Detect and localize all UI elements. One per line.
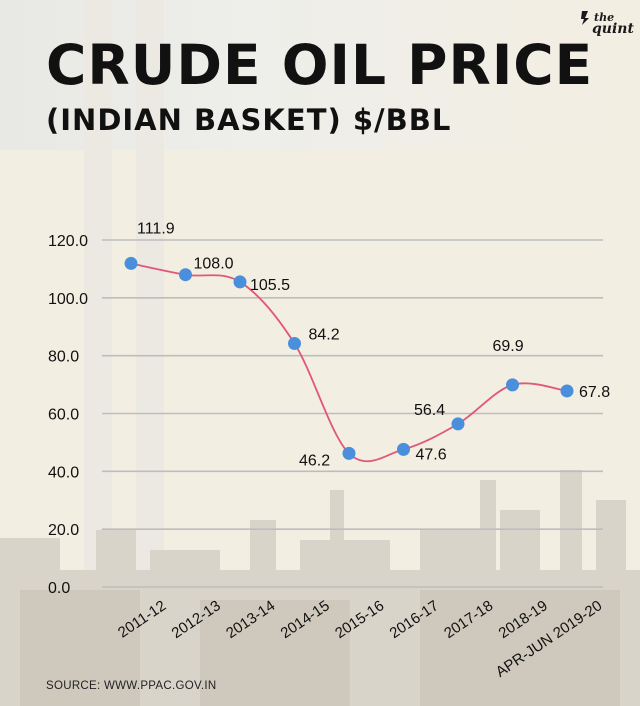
y-tick-label: 80.0: [48, 349, 79, 366]
data-point-marker: [124, 256, 138, 270]
data-label: 56.4: [414, 402, 445, 419]
x-tick-label: 2015-16: [332, 597, 387, 642]
quint-logo-mark-icon: [581, 11, 589, 25]
x-tick-label: 2016-17: [387, 597, 442, 642]
chart-title: CRUDE OIL PRICE: [46, 33, 594, 97]
data-point-marker: [397, 442, 410, 456]
data-label: 105.5: [250, 277, 290, 294]
series-line: [130, 262, 568, 463]
x-tick-label: 2012-13: [169, 597, 224, 642]
data-label: 111.9: [137, 220, 175, 237]
y-tick-label: 120.0: [48, 233, 88, 250]
data-point-marker: [451, 417, 465, 431]
data-point-marker: [179, 268, 192, 282]
x-tick-label: 2014-15: [278, 597, 333, 642]
data-label: 47.6: [416, 446, 447, 463]
x-tick-label: 2017-18: [441, 597, 496, 642]
data-label: 46.2: [299, 452, 330, 469]
data-point-marker: [233, 275, 247, 289]
data-point-marker: [506, 378, 519, 392]
x-tick-label: 2011-12: [115, 597, 169, 641]
data-point-marker: [560, 384, 574, 398]
y-tick-label: 40.0: [48, 464, 79, 481]
source-note: SOURCE: WWW.PPAC.GOV.IN: [46, 680, 217, 692]
y-tick-label: 20.0: [48, 522, 79, 539]
data-label: 67.8: [579, 384, 610, 401]
x-tick-label: 2013-14: [223, 597, 278, 642]
the-quint-logo: the quint: [580, 8, 634, 44]
chart-subtitle: (INDIAN BASKET) $/BBL: [46, 103, 452, 137]
data-label: 108.0: [194, 256, 234, 273]
logo-text-the: the: [594, 11, 615, 24]
y-tick-label: 0.0: [48, 580, 70, 597]
data-point-marker: [342, 446, 356, 460]
data-label: 84.2: [309, 327, 340, 344]
logo-text-quint: quint: [592, 21, 634, 37]
data-point-marker: [288, 337, 301, 351]
y-tick-label: 60.0: [48, 407, 79, 424]
y-tick-label: 100.0: [48, 291, 88, 308]
data-label: 69.9: [493, 338, 524, 355]
